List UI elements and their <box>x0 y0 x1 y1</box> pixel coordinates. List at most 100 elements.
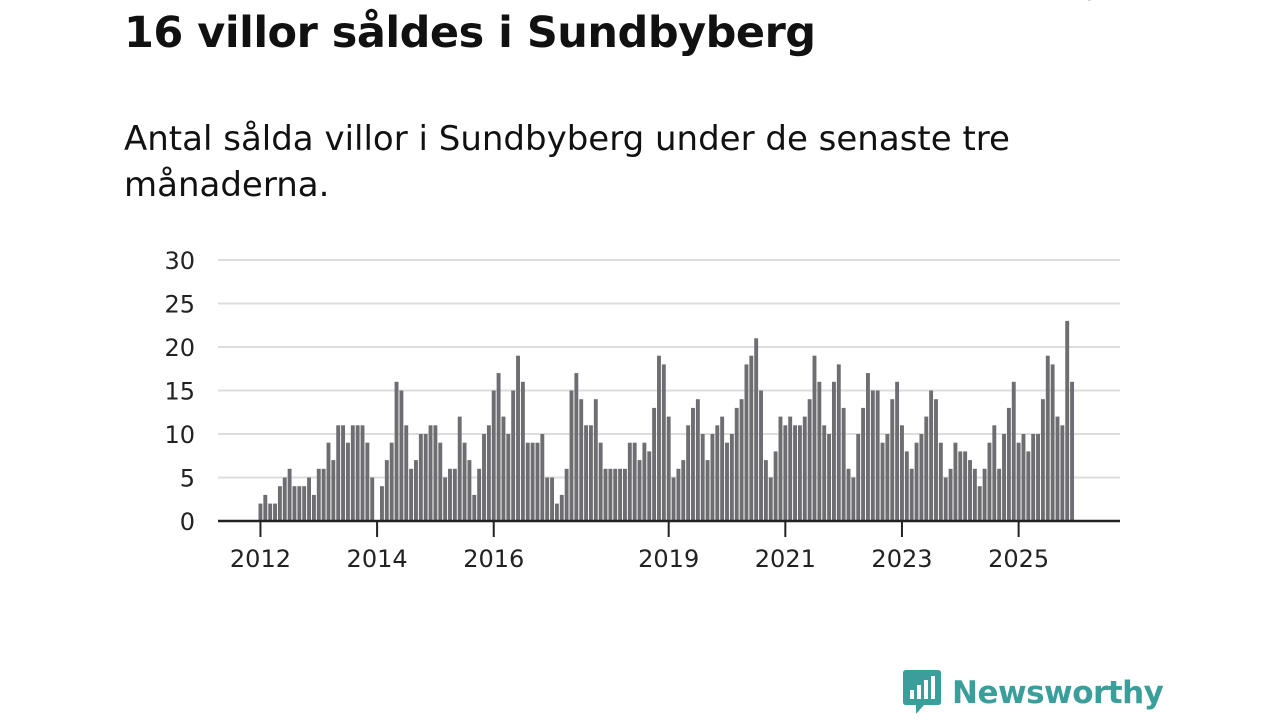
bar <box>1002 434 1006 521</box>
highlight-data-label: 16 <box>1067 0 1096 6</box>
bar <box>836 364 841 521</box>
bar <box>472 494 477 521</box>
bar <box>554 503 559 521</box>
y-tick-label: 30 <box>164 247 195 275</box>
bar <box>559 494 564 521</box>
bar <box>336 425 341 521</box>
bar <box>263 494 268 521</box>
bar <box>1055 416 1060 521</box>
bar <box>326 442 331 521</box>
x-tick-label: 2025 <box>988 545 1049 573</box>
bar <box>909 468 914 521</box>
bar <box>729 434 734 521</box>
bar <box>496 373 501 521</box>
x-tick-label: 2014 <box>347 545 408 573</box>
bar <box>846 468 851 521</box>
bar <box>934 399 938 521</box>
bar <box>579 399 584 521</box>
y-tick-label: 25 <box>164 291 195 319</box>
bar <box>715 425 720 521</box>
bar <box>428 425 433 521</box>
bar <box>953 442 958 521</box>
bar <box>399 390 404 521</box>
x-tick-label: 2016 <box>463 545 524 573</box>
bar <box>501 416 506 521</box>
bar <box>258 503 263 521</box>
bar <box>924 416 929 521</box>
bar <box>307 477 311 521</box>
bar <box>1045 355 1050 521</box>
bar <box>705 460 710 521</box>
chart-title: 16 villor såldes i Sundbyberg <box>124 8 816 58</box>
bar <box>885 434 890 521</box>
bar <box>511 390 516 521</box>
bar <box>793 425 797 521</box>
bar <box>778 416 783 521</box>
bar <box>982 468 987 521</box>
bar <box>642 442 647 521</box>
bar <box>948 468 953 521</box>
bar <box>938 442 943 521</box>
bar <box>520 381 525 521</box>
bar <box>370 477 375 521</box>
bar <box>749 355 754 521</box>
bar <box>1011 381 1016 521</box>
bar <box>321 468 326 521</box>
bar <box>564 468 569 521</box>
bar <box>394 381 399 521</box>
bar <box>341 425 346 521</box>
bar <box>929 390 934 521</box>
bars <box>258 320 1075 521</box>
bar <box>282 477 287 521</box>
y-tick-label: 5 <box>180 465 195 493</box>
bar <box>647 451 652 521</box>
bar <box>1006 407 1011 521</box>
bar <box>992 425 997 521</box>
bar <box>569 390 574 521</box>
bar <box>919 434 924 521</box>
x-axis-ticks: 2012 2014 2016 2019 2021 2023 2025 <box>230 521 1049 573</box>
newsworthy-logo[interactable]: Newsworthy <box>902 668 1164 718</box>
y-tick-label: 15 <box>164 378 195 406</box>
bar <box>525 442 530 521</box>
bar <box>1016 442 1021 521</box>
bar <box>404 425 409 521</box>
bar <box>593 399 598 521</box>
bar <box>598 442 603 521</box>
bar <box>418 434 423 521</box>
bar <box>613 468 618 521</box>
x-tick-label: 2021 <box>755 545 816 573</box>
newsworthy-logo-icon <box>903 670 941 714</box>
bar <box>851 477 856 521</box>
bar <box>987 442 992 521</box>
bar <box>297 486 302 521</box>
bar <box>666 416 671 521</box>
bar <box>817 381 822 521</box>
bar <box>783 425 788 521</box>
bar <box>588 425 593 521</box>
x-tick-label: 2023 <box>871 545 932 573</box>
bar <box>443 477 448 521</box>
bar <box>710 434 715 521</box>
bar <box>681 460 686 521</box>
bar <box>482 434 486 521</box>
bar <box>277 486 282 521</box>
bar <box>355 425 360 521</box>
bar <box>661 364 666 521</box>
bar <box>1040 399 1045 521</box>
bar <box>807 399 812 521</box>
bar <box>311 494 316 521</box>
bar <box>744 364 749 521</box>
bar <box>691 407 695 521</box>
bar <box>734 407 739 521</box>
bar <box>530 442 535 521</box>
bar <box>739 399 744 521</box>
bar <box>866 373 870 521</box>
bar <box>1060 425 1065 521</box>
bar <box>958 451 963 521</box>
bar <box>345 442 350 521</box>
bar <box>452 468 457 521</box>
bar <box>788 416 793 521</box>
x-tick-label: 2019 <box>638 545 699 573</box>
bar <box>875 390 880 521</box>
